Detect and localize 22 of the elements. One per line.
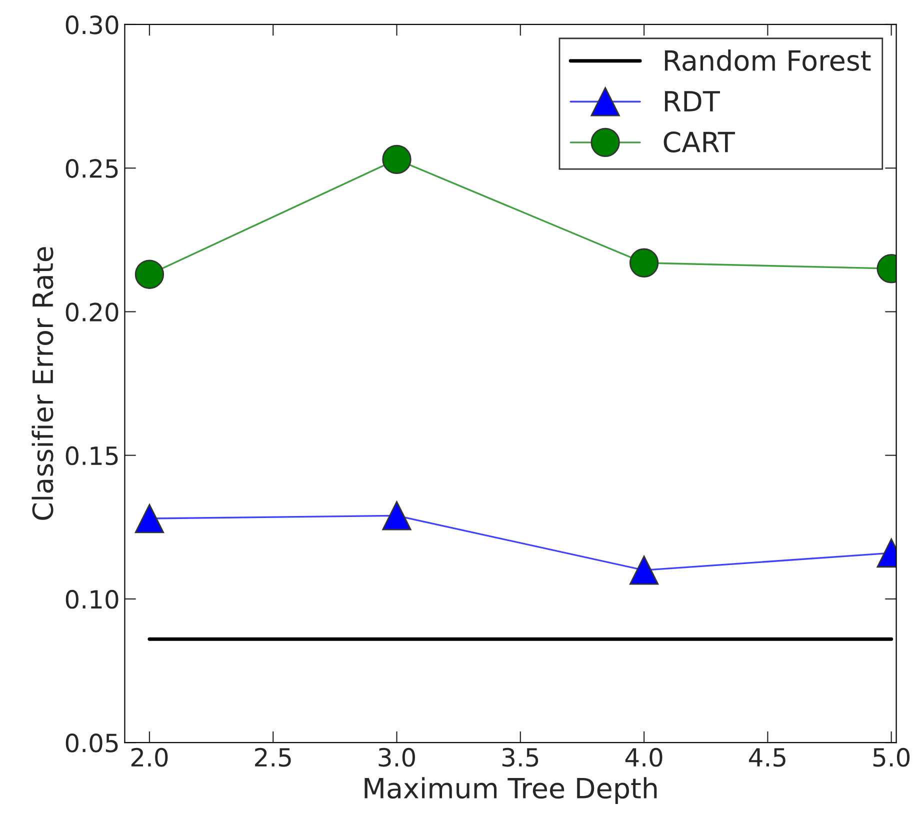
y-axis-title: Classifier Error Rate [32,247,54,520]
y-tick-label: 0.10 [66,590,118,609]
point [382,144,412,174]
y-tick-label: 0.30 [66,15,118,34]
y-tick-label: 0.25 [66,159,118,178]
x-tick-label: 2.0 [131,748,168,767]
legend-label: Random Forest [664,49,871,71]
point [382,501,412,530]
y-tick-label: 0.05 [66,734,118,752]
x-tick-label: 3.5 [502,748,538,767]
legend-label: RDT [664,91,720,112]
point [134,260,164,289]
x-tick-label: 5.0 [873,748,910,767]
point [134,504,164,534]
x-tick-label: 4.5 [749,748,786,767]
x-tick-label: 2.5 [255,748,291,767]
legend-label: CART [664,132,735,153]
y-tick-label: 0.20 [66,302,118,322]
y-tick-label: 0.15 [66,446,118,466]
x-axis-title: Maximum Tree Depth [364,777,657,804]
x-tick-label: 3.0 [378,748,415,767]
x-tick-label: 4.0 [625,748,662,767]
